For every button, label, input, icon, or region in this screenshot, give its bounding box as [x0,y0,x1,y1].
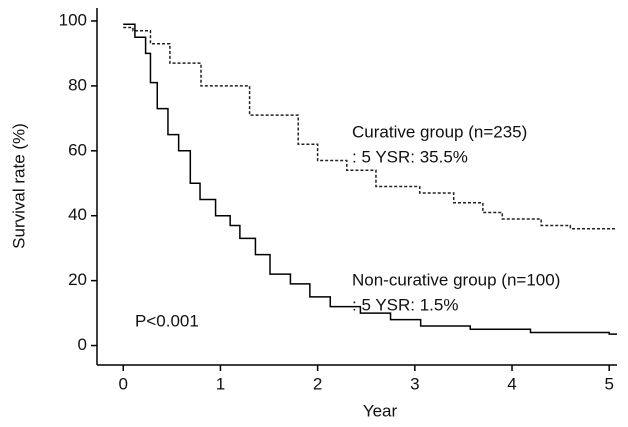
annotation: : 5 YSR: 35.5% [352,147,468,166]
annotation: Non-curative group (n=100) [352,270,560,289]
y-tick-label: 80 [68,75,87,94]
survival-curve [123,23,617,335]
annotation: Curative group (n=235) [352,122,527,141]
y-tick-label: 60 [68,140,87,159]
x-tick-label: 1 [216,374,225,393]
survival-curve [123,26,617,230]
x-tick-label: 4 [507,374,516,393]
x-tick-label: 0 [119,374,128,393]
y-axis-label: Survival rate (%) [9,123,28,249]
annotation: P<0.001 [135,311,199,330]
x-tick-label: 3 [410,374,419,393]
y-tick-label: 100 [59,10,87,29]
x-tick-label: 2 [313,374,322,393]
annotation: : 5 YSR: 1.5% [352,295,458,314]
x-axis-label: Year [363,401,398,420]
y-tick-label: 20 [68,270,87,289]
y-tick-label: 0 [78,335,87,354]
y-tick-label: 40 [68,205,87,224]
x-tick-label: 5 [604,374,613,393]
